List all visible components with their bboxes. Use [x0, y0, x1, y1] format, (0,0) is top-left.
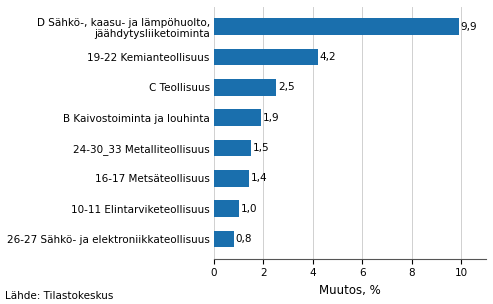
Text: 0,8: 0,8 — [236, 234, 252, 244]
Text: 1,9: 1,9 — [263, 113, 280, 123]
Bar — [214, 200, 239, 217]
Text: 2,5: 2,5 — [278, 82, 294, 92]
Text: 9,9: 9,9 — [461, 22, 477, 32]
Bar — [214, 140, 251, 156]
Text: 4,2: 4,2 — [320, 52, 336, 62]
Bar — [214, 18, 459, 35]
Bar — [214, 170, 248, 187]
Text: Lähde: Tilastokeskus: Lähde: Tilastokeskus — [5, 291, 113, 301]
Text: 1,0: 1,0 — [241, 204, 257, 214]
Text: 1,4: 1,4 — [250, 173, 267, 183]
Bar — [214, 79, 276, 96]
X-axis label: Muutos, %: Muutos, % — [319, 284, 381, 297]
Bar — [214, 49, 318, 65]
Bar — [214, 109, 261, 126]
Text: 1,5: 1,5 — [253, 143, 270, 153]
Bar — [214, 231, 234, 247]
